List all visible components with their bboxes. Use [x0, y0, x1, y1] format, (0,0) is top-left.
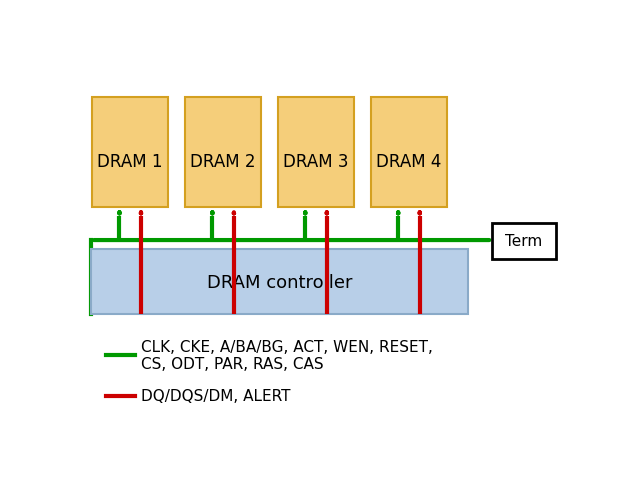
- Bar: [278, 98, 354, 207]
- Text: DRAM 2: DRAM 2: [191, 153, 256, 170]
- Text: DRAM 1: DRAM 1: [97, 153, 163, 170]
- Text: DRAM 4: DRAM 4: [376, 153, 442, 170]
- Text: Term: Term: [505, 234, 543, 249]
- Bar: [492, 224, 556, 259]
- Bar: [371, 98, 447, 207]
- Text: DRAM 3: DRAM 3: [283, 153, 349, 170]
- Text: DQ/DQS/DM, ALERT: DQ/DQS/DM, ALERT: [141, 388, 291, 403]
- Text: CLK, CKE, A/BA/BG, ACT, WEN, RESET,
CS, ODT, PAR, RAS, CAS: CLK, CKE, A/BA/BG, ACT, WEN, RESET, CS, …: [141, 339, 433, 372]
- Bar: [91, 250, 468, 314]
- Text: DRAM controller: DRAM controller: [206, 273, 352, 291]
- Bar: [186, 98, 261, 207]
- Bar: [92, 98, 168, 207]
